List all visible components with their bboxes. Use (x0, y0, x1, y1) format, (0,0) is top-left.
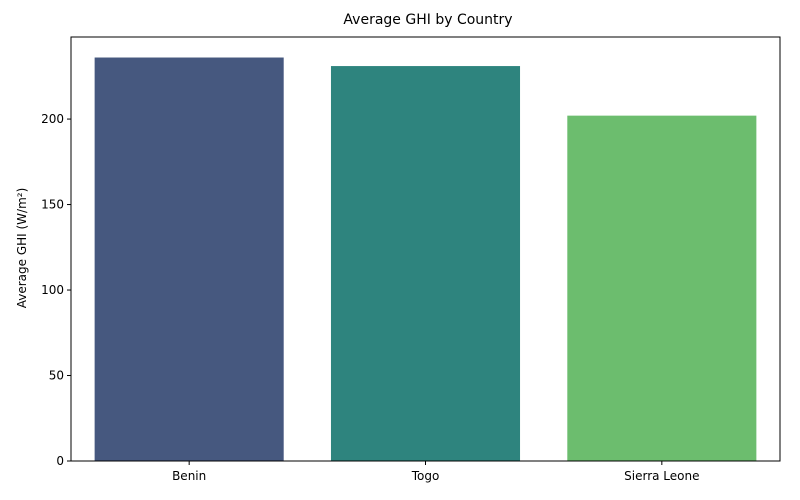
bar-benin (94, 57, 284, 462)
plot-area: 0 50 100 150 200 Benin Togo Sierra Leone (41, 36, 781, 483)
chart-title: Average GHI by Country (343, 12, 512, 28)
y-axis-title: Average GHI (W/m²) (15, 188, 29, 309)
y-tick-label: 200 (41, 112, 64, 126)
x-tick-label: Sierra Leone (624, 469, 699, 483)
y-tick-label: 50 (49, 369, 64, 383)
y-tick-label: 0 (56, 454, 64, 468)
x-tick-label: Togo (411, 469, 440, 483)
bar-togo (330, 66, 521, 461)
x-tick-label: Benin (172, 469, 206, 483)
y-tick-label: 100 (41, 283, 64, 297)
y-tick-label: 150 (41, 198, 64, 212)
bar-sierra-leone (567, 115, 757, 461)
